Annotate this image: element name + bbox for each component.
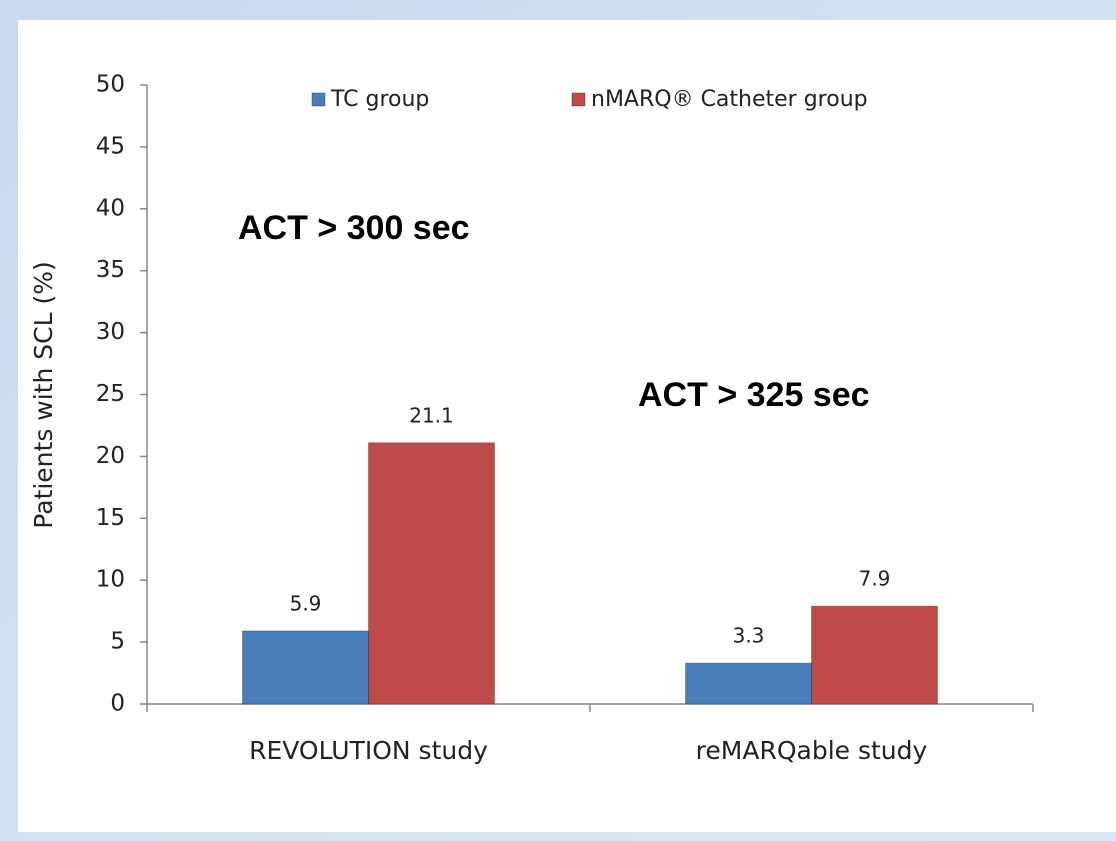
annotation: ACT > 300 sec [238,209,470,247]
y-tick-label: 40 [96,195,125,221]
y-tick-label: 15 [96,505,125,531]
bar [685,662,812,705]
bar [242,630,369,705]
y-tick-label: 35 [96,257,125,283]
x-tick-label: reMARQable study [696,736,928,765]
y-tick-label: 5 [110,629,125,655]
y-tick-label: 50 [96,72,125,98]
y-tick-label: 45 [96,133,125,159]
y-tick-label: 30 [96,319,125,345]
y-tick-label: 20 [96,443,125,469]
value-label: 7.9 [859,567,891,591]
y-tick-label: 10 [96,567,125,593]
x-tick-label: REVOLUTION study [249,736,488,765]
value-label: 3.3 [733,624,765,648]
legend-label: TC group [330,87,429,112]
legend-label: nMARQ® Catheter group [591,87,868,112]
value-label: 5.9 [290,591,322,615]
legend-swatch [311,92,326,107]
value-label: 21.1 [409,403,454,427]
bar [811,605,938,705]
y-tick-label: 0 [110,691,125,717]
annotation: ACT > 325 sec [638,376,870,414]
legend-swatch [571,92,586,107]
bar [368,442,495,705]
plot-background [18,20,1116,832]
y-axis-label: Patients with SCL (%) [29,261,58,528]
y-tick-label: 25 [96,381,125,407]
